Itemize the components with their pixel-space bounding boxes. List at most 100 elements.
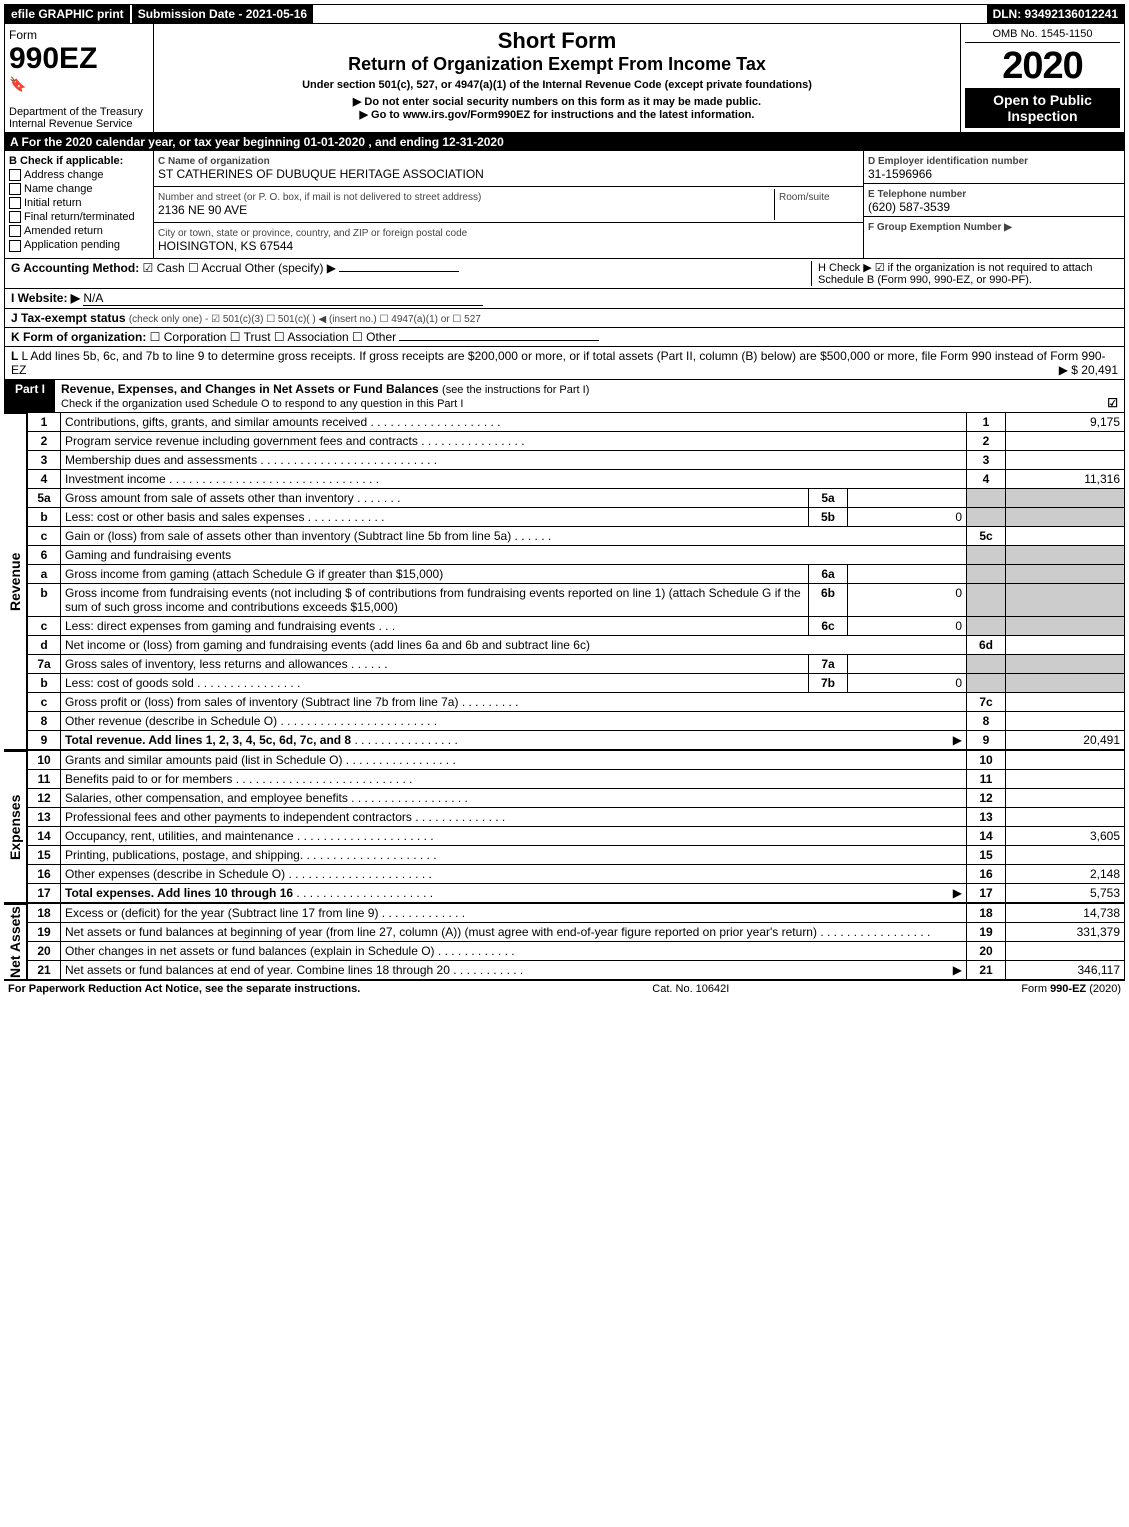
irs-label: Internal Revenue Service [9,118,133,130]
table-row: 20Other changes in net assets or fund ba… [28,941,1125,960]
revenue-table: 1Contributions, gifts, grants, and simil… [27,413,1125,750]
open-public: Open to Public Inspection [965,88,1120,128]
org-city: HOISINGTON, KS 67544 [158,239,293,253]
header-right: OMB No. 1545-1150 2020 Open to Public In… [961,24,1124,132]
short-form: Short Form [158,28,956,54]
c-city-lbl: City or town, state or province, country… [158,228,467,239]
box-b-title: B Check if applicable: [9,155,149,167]
j-txt[interactable]: (check only one) - ☑ 501(c)(3) ☐ 501(c)(… [129,314,481,325]
table-row: 8Other revenue (describe in Schedule O) … [28,711,1125,730]
table-row: 18Excess or (deficit) for the year (Subt… [28,904,1125,923]
k-txt[interactable]: ☐ Corporation ☐ Trust ☐ Association ☐ Ot… [150,330,396,344]
form-header: Form 990EZ 🔖 Department of the Treasury … [4,24,1125,133]
org-name: ST CATHERINES OF DUBUQUE HERITAGE ASSOCI… [158,167,484,181]
top-bar: efile GRAPHIC print Submission Date - 20… [4,4,1125,24]
check-o-text: Check if the organization used Schedule … [61,398,463,410]
g-opts[interactable]: ☑ Cash ☐ Accrual Other (specify) ▶ [143,261,336,275]
table-row: 4Investment income . . . . . . . . . . .… [28,469,1125,488]
box-h[interactable]: H Check ▶ ☑ if the organization is not r… [811,261,1118,286]
table-row: 6Gaming and fundraising events [28,545,1125,564]
expenses-table: 10Grants and similar amounts paid (list … [27,751,1125,903]
expenses-section: Expenses 10Grants and similar amounts pa… [4,751,1125,904]
f-lbl: F Group Exemption Number ▶ [868,222,1012,233]
footer-mid: Cat. No. 10642I [652,983,729,995]
line-a: A For the 2020 calendar year, or tax yea… [4,133,1125,151]
c-name-lbl: C Name of organization [158,156,270,167]
row-g-h: G Accounting Method: ☑ Cash ☐ Accrual Ot… [4,259,1125,289]
header-left: Form 990EZ 🔖 Department of the Treasury … [5,24,154,132]
efile-btn[interactable]: efile GRAPHIC print [5,5,130,23]
ssn-warning: ▶ Do not enter social security numbers o… [158,95,956,108]
table-row: 12Salaries, other compensation, and empl… [28,788,1125,807]
netassets-section: Net Assets 18Excess or (deficit) for the… [4,904,1125,981]
table-row: dNet income or (loss) from gaming and fu… [28,635,1125,654]
box-b: B Check if applicable: Address change Na… [5,151,154,258]
k-lbl: K Form of organization: [11,330,146,344]
table-row: cLess: direct expenses from gaming and f… [28,616,1125,635]
chk-final[interactable]: Final return/terminated [9,211,149,223]
table-row: cGain or (loss) from sale of assets othe… [28,526,1125,545]
g-lbl: G Accounting Method: [11,261,139,275]
title: Return of Organization Exempt From Incom… [158,54,956,75]
section: Under section 501(c), 527, or 4947(a)(1)… [158,79,956,91]
room-lbl: Room/suite [779,192,830,203]
l-txt: L Add lines 5b, 6c, and 7b to line 9 to … [11,349,1106,377]
table-row: 3Membership dues and assessments . . . .… [28,450,1125,469]
table-row: 16Other expenses (describe in Schedule O… [28,864,1125,883]
part1-title: Revenue, Expenses, and Changes in Net As… [61,382,439,396]
chk-initial[interactable]: Initial return [9,197,149,209]
revenue-vlabel: Revenue [4,413,27,750]
table-row: 1Contributions, gifts, grants, and simil… [28,413,1125,432]
omb-no: OMB No. 1545-1150 [965,28,1120,43]
row-l: L L Add lines 5b, 6c, and 7b to line 9 t… [4,347,1125,380]
phone: (620) 587-3539 [868,200,950,214]
check-o-mark[interactable]: ☑ [1107,396,1118,410]
row-i: I Website: ▶ N/A [4,289,1125,309]
footer-right: Form 990-EZ (2020) [1021,983,1121,995]
form-number: 990EZ [9,42,149,76]
entity-box: B Check if applicable: Address change Na… [4,151,1125,259]
netassets-table: 18Excess or (deficit) for the year (Subt… [27,904,1125,980]
netassets-vlabel: Net Assets [4,904,27,980]
table-row: 5aGross amount from sale of assets other… [28,488,1125,507]
website: N/A [83,291,483,306]
c-addr-lbl: Number and street (or P. O. box, if mail… [158,192,481,203]
org-addr: 2136 NE 90 AVE [158,203,247,217]
goto-link[interactable]: ▶ Go to www.irs.gov/Form990EZ for instru… [158,108,956,121]
table-row: 7aGross sales of inventory, less returns… [28,654,1125,673]
chk-amended[interactable]: Amended return [9,225,149,237]
table-row: bLess: cost or other basis and sales exp… [28,507,1125,526]
table-row: 11Benefits paid to or for members . . . … [28,769,1125,788]
part1-label: Part I [5,380,55,412]
l-arrow: ▶ $ [1059,363,1078,377]
row-j: J Tax-exempt status (check only one) - ☑… [4,309,1125,328]
table-row: bGross income from fundraising events (n… [28,583,1125,616]
header-mid: Short Form Return of Organization Exempt… [154,24,961,132]
part1-sub: (see the instructions for Part I) [442,384,589,396]
tax-year: 2020 [965,45,1120,88]
ein: 31-1596966 [868,167,932,181]
revenue-section: Revenue 1Contributions, gifts, grants, a… [4,413,1125,751]
table-row: 14Occupancy, rent, utilities, and mainte… [28,826,1125,845]
j-lbl: J Tax-exempt status [11,311,126,325]
part1-header: Part I Revenue, Expenses, and Changes in… [4,380,1125,413]
expenses-vlabel: Expenses [4,751,27,903]
table-row: bLess: cost of goods sold . . . . . . . … [28,673,1125,692]
chk-name[interactable]: Name change [9,183,149,195]
table-row: 2Program service revenue including gover… [28,431,1125,450]
table-row: 19Net assets or fund balances at beginni… [28,922,1125,941]
dept-treasury: Department of the Treasury [9,106,143,118]
l-val: 20,491 [1081,363,1118,377]
table-row: 13Professional fees and other payments t… [28,807,1125,826]
chk-address[interactable]: Address change [9,169,149,181]
box-c: C Name of organization ST CATHERINES OF … [154,151,864,258]
i-lbl: I Website: ▶ [11,291,80,305]
table-row: 15Printing, publications, postage, and s… [28,845,1125,864]
table-row: 9Total revenue. Add lines 1, 2, 3, 4, 5c… [28,730,1125,749]
table-row: 10Grants and similar amounts paid (list … [28,751,1125,770]
table-row: aGross income from gaming (attach Schedu… [28,564,1125,583]
footer-left: For Paperwork Reduction Act Notice, see … [8,983,360,995]
table-row: 17Total expenses. Add lines 10 through 1… [28,883,1125,902]
chk-pending[interactable]: Application pending [9,239,149,251]
d-lbl: D Employer identification number [868,156,1028,167]
